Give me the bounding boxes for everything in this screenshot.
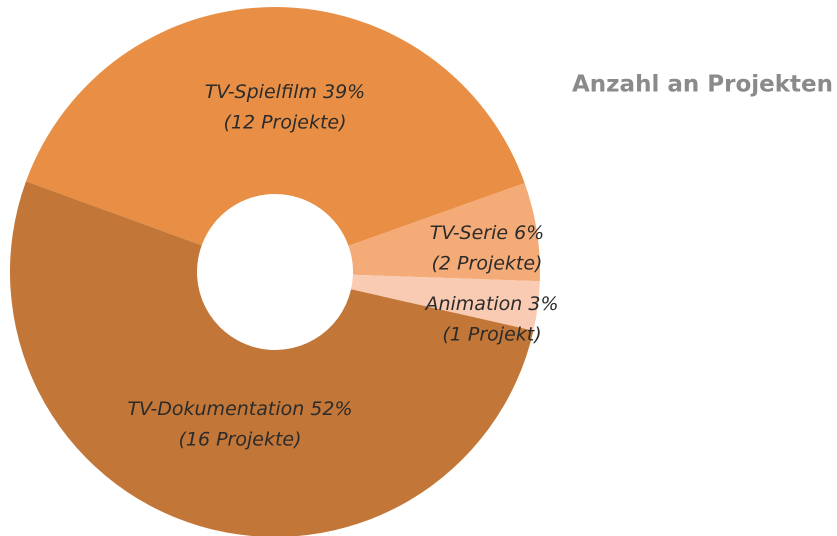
percent-label: 52%: [310, 398, 352, 420]
donut-slice: [348, 183, 540, 282]
donut-slice: [351, 274, 540, 331]
percent-label: 3%: [528, 293, 558, 315]
percent-label: 6%: [514, 222, 544, 244]
project-count: (1 Projekt): [442, 324, 541, 346]
category-name: TV-Dokumentation: [127, 398, 304, 420]
chart-title: Anzahl an Projekten: [572, 72, 833, 98]
percent-label: 39%: [323, 81, 365, 103]
project-count: (12 Projekte): [223, 112, 346, 134]
slice-label: Animation 3%: [423, 293, 558, 315]
donut-slice: [25, 6, 525, 246]
category-name: TV-Serie: [430, 222, 508, 244]
project-count: (2 Projekte): [432, 253, 543, 275]
slice-label: TV-Dokumentation 52%: [127, 398, 352, 420]
category-name: Animation: [423, 293, 522, 315]
slice-label: TV-Serie 6%: [430, 222, 545, 244]
slice-label: TV-Spielfilm 39%: [205, 81, 365, 103]
project-count: (16 Projekte): [178, 429, 301, 451]
donut-slice: [10, 181, 534, 536]
category-name: TV-Spielfilm: [205, 81, 317, 103]
